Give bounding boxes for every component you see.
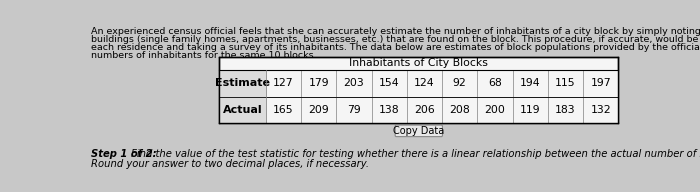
Bar xyxy=(442,70,477,97)
Text: An experienced census official feels that she can accurately estimate the number: An experienced census official feels tha… xyxy=(90,27,700,36)
Text: 209: 209 xyxy=(308,105,329,115)
Text: 119: 119 xyxy=(520,105,540,115)
Bar xyxy=(512,70,548,97)
Bar xyxy=(442,97,477,123)
Text: 68: 68 xyxy=(488,78,502,88)
Bar xyxy=(301,97,336,123)
Text: buildings (single family homes, apartments, businesses, etc.) that are found on : buildings (single family homes, apartmen… xyxy=(90,35,700,44)
Bar xyxy=(336,70,372,97)
Text: 203: 203 xyxy=(344,78,364,88)
Text: 183: 183 xyxy=(555,105,576,115)
Text: 165: 165 xyxy=(273,105,294,115)
Bar xyxy=(512,97,548,123)
Text: Step 1 of 2:: Step 1 of 2: xyxy=(90,149,160,159)
Text: 115: 115 xyxy=(555,78,576,88)
Text: 138: 138 xyxy=(379,105,400,115)
Text: Inhabitants of City Blocks: Inhabitants of City Blocks xyxy=(349,59,489,69)
Bar xyxy=(219,97,266,123)
Bar xyxy=(407,97,442,123)
Bar xyxy=(548,70,583,97)
Text: Find the value of the test statistic for testing whether there is a linear relat: Find the value of the test statistic for… xyxy=(128,149,700,159)
Bar xyxy=(548,97,583,123)
Text: each residence and taking a survey of its inhabitants. The data below are estima: each residence and taking a survey of it… xyxy=(90,43,700,52)
Bar xyxy=(477,97,512,123)
Bar xyxy=(372,97,407,123)
Bar xyxy=(219,70,266,97)
Text: Estimate: Estimate xyxy=(215,78,270,88)
Bar xyxy=(583,70,618,97)
Bar xyxy=(266,70,301,97)
Text: 179: 179 xyxy=(308,78,329,88)
Bar xyxy=(477,70,512,97)
Bar xyxy=(407,70,442,97)
Text: 200: 200 xyxy=(484,105,505,115)
Bar xyxy=(301,70,336,97)
Text: 197: 197 xyxy=(590,78,611,88)
Bar xyxy=(583,97,618,123)
Text: numbers of inhabitants for the same 10 blocks.: numbers of inhabitants for the same 10 b… xyxy=(90,51,316,60)
Bar xyxy=(336,97,372,123)
Text: 154: 154 xyxy=(379,78,400,88)
Text: Copy Data: Copy Data xyxy=(393,126,444,136)
Text: 194: 194 xyxy=(520,78,540,88)
Text: Round your answer to two decimal places, if necessary.: Round your answer to two decimal places,… xyxy=(90,159,369,169)
Text: 79: 79 xyxy=(347,105,360,115)
Text: 124: 124 xyxy=(414,78,435,88)
FancyBboxPatch shape xyxy=(395,125,442,137)
Text: 92: 92 xyxy=(453,78,467,88)
Text: 127: 127 xyxy=(273,78,294,88)
Text: 132: 132 xyxy=(590,105,611,115)
Bar xyxy=(266,97,301,123)
Text: Actual: Actual xyxy=(223,105,262,115)
Bar xyxy=(372,70,407,97)
Text: 208: 208 xyxy=(449,105,470,115)
Text: 206: 206 xyxy=(414,105,435,115)
Bar xyxy=(219,57,618,123)
